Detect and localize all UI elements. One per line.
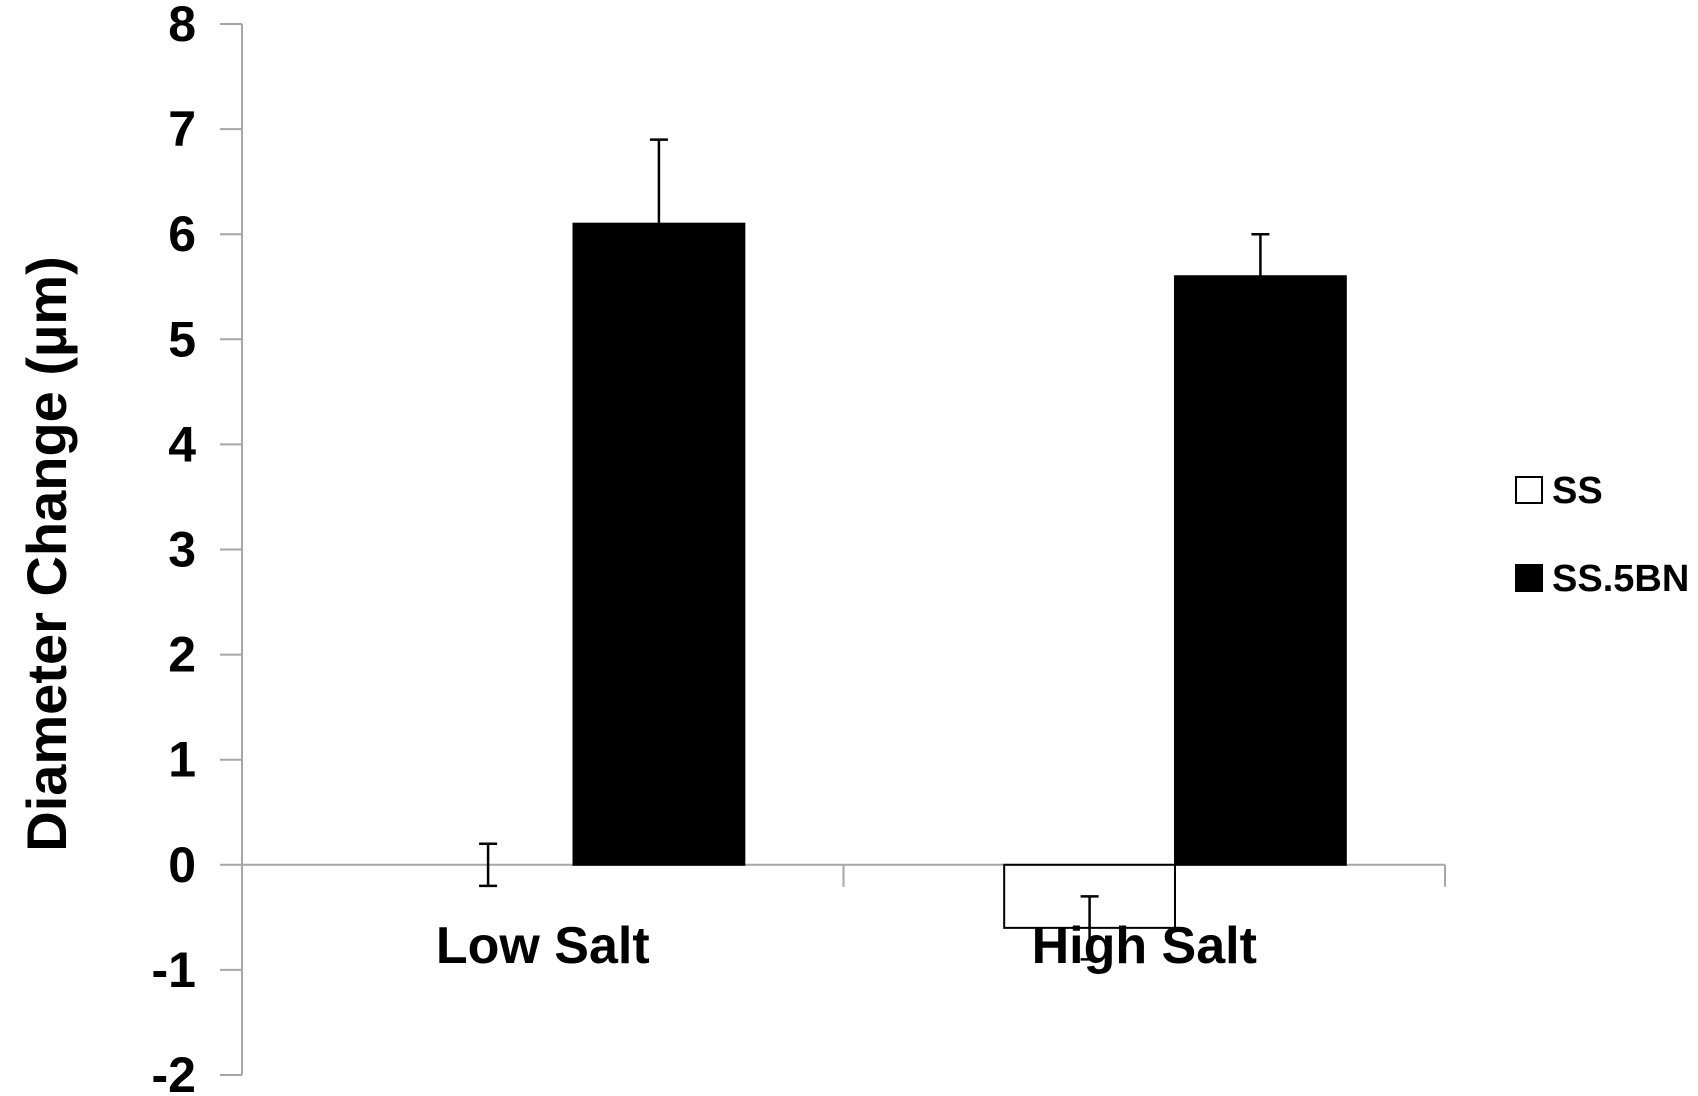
y-tick-label: 1 bbox=[168, 732, 196, 788]
error-bars bbox=[479, 138, 1270, 961]
y-tick-label: 0 bbox=[168, 837, 196, 893]
legend-label: SS bbox=[1552, 470, 1603, 512]
legend-swatch bbox=[1515, 476, 1543, 504]
category-label: Low Salt bbox=[436, 917, 650, 975]
bars bbox=[572, 222, 1347, 929]
y-tick-label: 6 bbox=[168, 206, 196, 262]
legend-label: SS.5BN bbox=[1552, 558, 1689, 600]
y-tick-label: 4 bbox=[168, 416, 196, 472]
y-axis-title: Diameter Change (µm) bbox=[15, 256, 78, 852]
x-ticks bbox=[241, 864, 1446, 887]
y-tick-label: 8 bbox=[168, 0, 196, 52]
legend: SS SS.5BN bbox=[1515, 470, 1689, 600]
category-labels: Low Salt High Salt bbox=[436, 917, 1257, 975]
category-label: High Salt bbox=[1032, 917, 1257, 975]
y-tick-label: -2 bbox=[152, 1047, 196, 1096]
y-tick-label: 3 bbox=[168, 522, 196, 578]
x-axis bbox=[241, 863, 1446, 887]
y-tick-label: 5 bbox=[168, 311, 196, 367]
y-ticks: -2 -1 0 1 2 3 4 5 6 7 8 bbox=[152, 0, 242, 1096]
bar-ss-5bn-0 bbox=[572, 222, 746, 866]
y-tick-label: 7 bbox=[168, 101, 196, 157]
y-axis: -2 -1 0 1 2 3 4 5 6 7 8 bbox=[152, 0, 243, 1096]
y-tick-label: -1 bbox=[152, 942, 196, 998]
bar-ss-5bn-1 bbox=[1173, 275, 1347, 866]
y-tick-label: 2 bbox=[168, 627, 196, 683]
legend-swatch bbox=[1515, 564, 1543, 592]
